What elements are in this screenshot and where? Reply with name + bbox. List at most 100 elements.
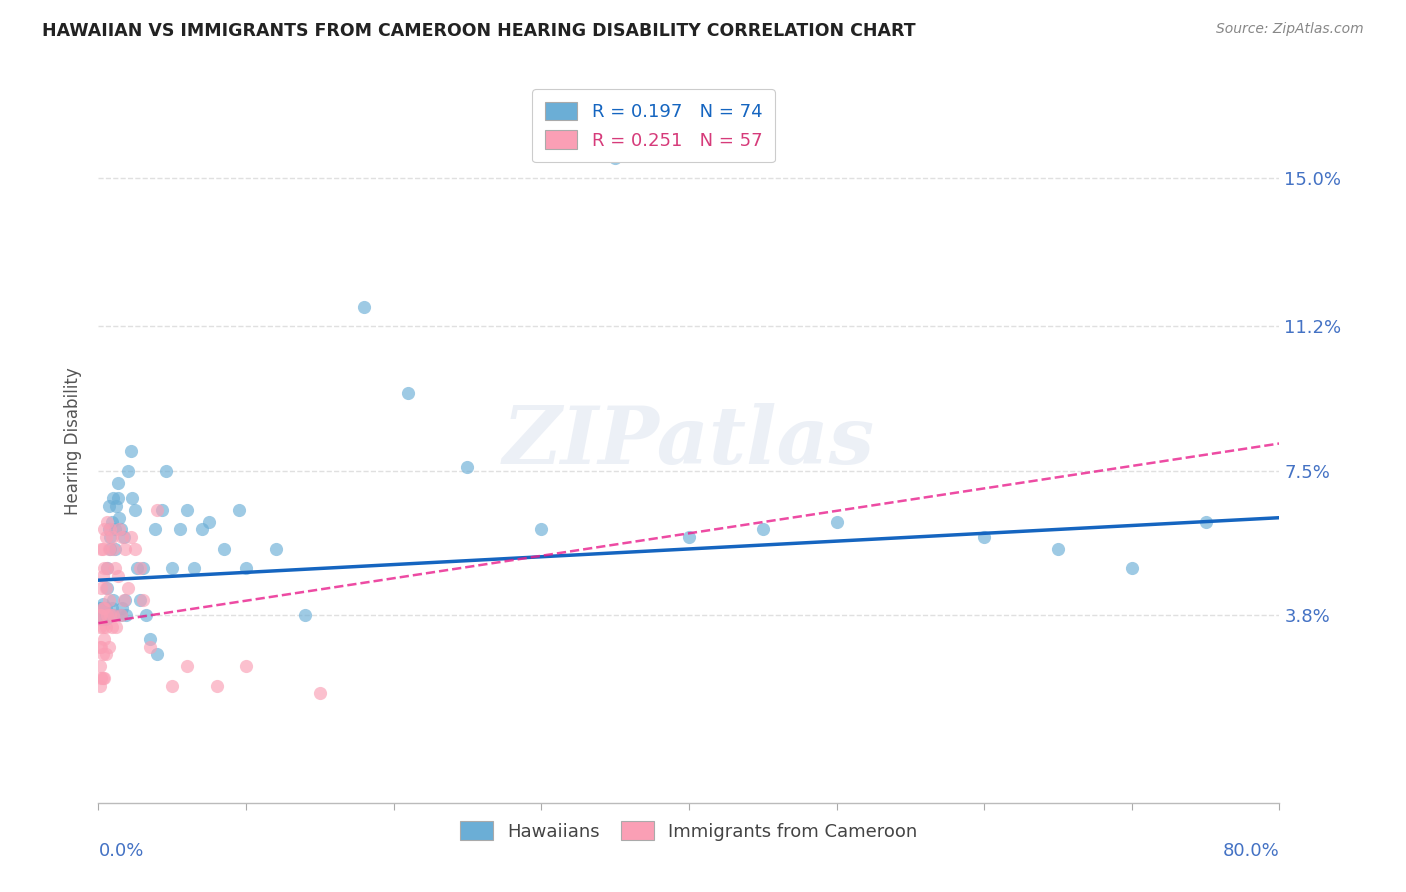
Point: [89, 679, 111, 693]
Point: [132, 561, 155, 575]
Point: [398, 385, 420, 400]
Point: [97, 499, 120, 513]
Point: [169, 523, 191, 537]
Point: [100, 600, 122, 615]
Point: [678, 530, 700, 544]
Point: [90, 640, 112, 654]
Point: [146, 503, 169, 517]
Point: [94, 581, 117, 595]
Point: [150, 503, 173, 517]
Point: [114, 541, 136, 556]
Point: [457, 459, 479, 474]
Point: [89, 608, 111, 623]
Point: [90, 581, 112, 595]
Point: [89, 608, 111, 623]
Point: [104, 561, 127, 575]
Point: [176, 503, 198, 517]
Point: [97, 592, 120, 607]
Point: [107, 569, 129, 583]
Point: [235, 561, 257, 575]
Point: [89, 659, 111, 673]
Point: [103, 491, 125, 505]
Text: Source: ZipAtlas.com: Source: ZipAtlas.com: [1216, 22, 1364, 37]
Point: [176, 659, 198, 673]
Point: [264, 541, 287, 556]
Point: [115, 608, 138, 623]
Point: [91, 541, 114, 556]
Point: [103, 608, 125, 623]
Point: [155, 464, 177, 478]
Point: [121, 491, 143, 505]
Point: [100, 530, 122, 544]
Point: [108, 523, 131, 537]
Text: HAWAIIAN VS IMMIGRANTS FROM CAMEROON HEARING DISABILITY CORRELATION CHART: HAWAIIAN VS IMMIGRANTS FROM CAMEROON HEA…: [42, 22, 915, 40]
Point: [114, 592, 136, 607]
Point: [110, 608, 132, 623]
Point: [139, 632, 162, 646]
Point: [91, 620, 114, 634]
Point: [94, 608, 117, 623]
Point: [94, 530, 117, 544]
Point: [143, 523, 166, 537]
Point: [112, 530, 135, 544]
Text: 0.0%: 0.0%: [98, 842, 143, 860]
Point: [162, 561, 183, 575]
Point: [94, 648, 117, 662]
Point: [100, 515, 122, 529]
Point: [205, 679, 228, 693]
Point: [94, 600, 117, 615]
Point: [93, 600, 115, 615]
Point: [98, 530, 121, 544]
Point: [90, 541, 112, 556]
Point: [294, 608, 316, 623]
Point: [110, 523, 132, 537]
Point: [98, 541, 121, 556]
Point: [1046, 541, 1070, 556]
Point: [111, 530, 134, 544]
Point: [97, 523, 120, 537]
Point: [96, 581, 118, 595]
Point: [96, 608, 118, 623]
Point: [107, 491, 129, 505]
Point: [90, 600, 112, 615]
Point: [104, 523, 127, 537]
Point: [91, 604, 114, 618]
Y-axis label: Hearing Disability: Hearing Disability: [65, 368, 83, 516]
Point: [120, 530, 142, 544]
Point: [89, 640, 111, 654]
Point: [117, 464, 139, 478]
Point: [183, 561, 205, 575]
Point: [235, 659, 257, 673]
Point: [124, 503, 146, 517]
Point: [128, 561, 150, 575]
Point: [120, 444, 142, 458]
Point: [103, 592, 125, 607]
Point: [146, 648, 169, 662]
Point: [94, 612, 117, 626]
Point: [90, 608, 112, 623]
Point: [605, 152, 627, 166]
Point: [93, 632, 115, 646]
Point: [1121, 561, 1143, 575]
Point: [105, 620, 128, 634]
Point: [103, 541, 125, 556]
Point: [212, 541, 235, 556]
Point: [825, 515, 848, 529]
Point: [132, 592, 155, 607]
Point: [91, 600, 114, 615]
Point: [105, 499, 128, 513]
Point: [125, 561, 148, 575]
Point: [91, 648, 114, 662]
Point: [91, 671, 114, 685]
Point: [198, 515, 221, 529]
Point: [96, 561, 118, 575]
Point: [91, 608, 114, 623]
Point: [110, 608, 132, 623]
Point: [108, 510, 131, 524]
Point: [128, 592, 150, 607]
Point: [93, 561, 115, 575]
Point: [530, 523, 553, 537]
Point: [104, 541, 127, 556]
Point: [100, 620, 122, 634]
Point: [89, 620, 111, 634]
